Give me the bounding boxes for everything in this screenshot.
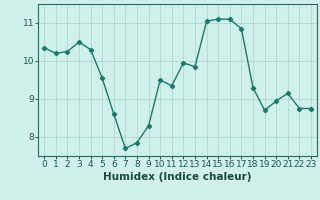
X-axis label: Humidex (Indice chaleur): Humidex (Indice chaleur) [103, 172, 252, 182]
